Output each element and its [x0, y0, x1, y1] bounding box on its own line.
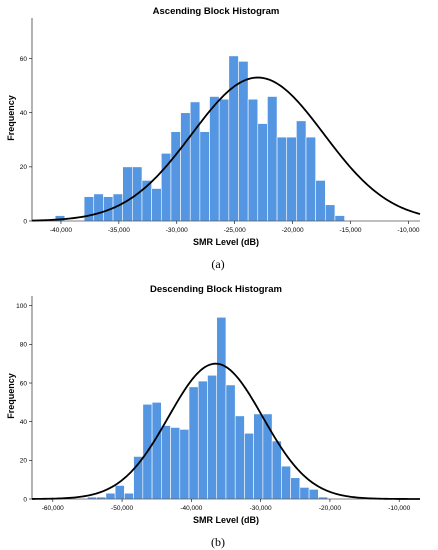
chart-b-bar [105, 492, 116, 500]
chart-a-bar [325, 204, 336, 222]
chart-b-y-tick-label: 20 [20, 458, 28, 465]
chart-a-bar [238, 61, 249, 222]
chart-b-bar [216, 316, 227, 500]
chart-a-bar [209, 96, 220, 222]
chart-a-bar [286, 136, 297, 222]
chart-b-bar [308, 489, 319, 500]
chart-b-x-tick-label: -20,000 [319, 505, 341, 512]
chart-b-y-tick-label: 100 [16, 303, 27, 310]
chart-a-bar [93, 193, 104, 222]
chart-a-bar [257, 123, 268, 222]
chart-a-x-tick-label: -40,000 [50, 227, 72, 234]
chart-a-y-ticks: 0 20 40 60 [20, 56, 32, 225]
chart-b-x-ticks: -60,000 -50,000 -40,000 -30,000 -20,000 -10,0… [42, 499, 411, 512]
chart-a-x-tick-label: -35,000 [108, 227, 130, 234]
chart-b-x-tick-label: -50,000 [111, 505, 133, 512]
chart-b-y-ticks: 0 20 40 60 80 100 [16, 303, 32, 503]
chart-a-ylabel: Frequency [6, 95, 16, 141]
chart-b-ylabel: Frequency [6, 373, 16, 419]
chart-a-bar [170, 131, 181, 222]
chart-a-x-tick-label: -25,000 [224, 227, 246, 234]
chart-a-bar [315, 180, 326, 222]
chart-b-x-tick-label: -30,000 [250, 505, 272, 512]
chart-a-bar [305, 136, 316, 222]
chart-b-bar [253, 413, 264, 500]
chart-a-bar [83, 196, 95, 222]
chart-b-x-tick-label: -40,000 [180, 505, 202, 512]
chart-a-y-tick-label: 0 [23, 218, 27, 225]
chart-b-bar [290, 477, 301, 500]
chart-b-bar [207, 374, 218, 500]
chart-a-x-tick-label: -15,000 [339, 227, 361, 234]
chart-a-bar [228, 55, 239, 222]
chart-b-y-tick-label: 80 [20, 342, 28, 349]
chart-b-bar [124, 492, 134, 500]
chart-b-bar [114, 485, 125, 500]
chart-b-bar [151, 402, 162, 500]
chart-a-y-tick-label: 40 [20, 110, 28, 117]
chart-b-bar [188, 386, 199, 500]
chart-b-bar [244, 432, 254, 500]
chart-a-title: Ascending Block Histogram [153, 6, 280, 17]
chart-b-normal-curve [31, 362, 420, 500]
chart-b-y-tick-label: 0 [23, 496, 27, 503]
chart-a-bar [296, 120, 307, 222]
chart-b-caption: (b) [211, 535, 225, 549]
chart-a-bar [247, 98, 259, 222]
chart-b-bar [225, 384, 236, 500]
chart-a-x-tick-label: -20,000 [282, 227, 304, 234]
chart-a-y-tick-label: 20 [20, 164, 28, 171]
chart-ascending: Ascending Block Histogram -40,000 -35,000… [6, 6, 421, 271]
chart-b-xlabel: SMR Level (dB) [193, 515, 259, 525]
chart-a-normal-curve [31, 76, 421, 222]
chart-a-bar [151, 188, 162, 222]
chart-b-bar [179, 429, 190, 500]
chart-a-bar [189, 101, 201, 222]
chart-a-xlabel: SMR Level (dB) [193, 237, 259, 247]
chart-a-bar [267, 96, 278, 222]
chart-descending: Descending Block Histogram -60,000 -50,00… [6, 284, 420, 549]
chart-b-x-tick-label: -10,000 [388, 505, 410, 512]
chart-a-bar [122, 166, 133, 222]
chart-a-caption: (a) [211, 257, 224, 271]
chart-a-y-tick-label: 60 [20, 56, 28, 63]
chart-b-bar [234, 415, 245, 500]
chart-a-x-ticks: -40,000 -35,000 -30,000 -25,000 -20,000 -15,0… [50, 221, 420, 234]
chart-b-bar [161, 425, 171, 500]
chart-a-x-tick-label: -10,000 [397, 227, 419, 234]
chart-a-bar [276, 136, 288, 222]
chart-b-y-tick-label: 40 [20, 419, 28, 426]
chart-a-bar [218, 98, 230, 222]
chart-b-bar [299, 487, 310, 500]
chart-b-bar [271, 440, 282, 500]
chart-b-bar [281, 465, 291, 500]
chart-b-title: Descending Block Histogram [150, 284, 282, 295]
chart-a-bar [180, 112, 191, 222]
chart-b-y-tick-label: 60 [20, 380, 28, 387]
chart-a-x-tick-label: -30,000 [166, 227, 188, 234]
chart-b-x-tick-label: -60,000 [42, 505, 64, 512]
chart-b-bar [170, 427, 181, 500]
chart-a-bar [334, 215, 345, 222]
chart-b-bars [87, 316, 328, 500]
chart-a-bar [199, 131, 210, 222]
chart-b-bar [197, 380, 208, 500]
chart-a-bars [54, 55, 345, 222]
